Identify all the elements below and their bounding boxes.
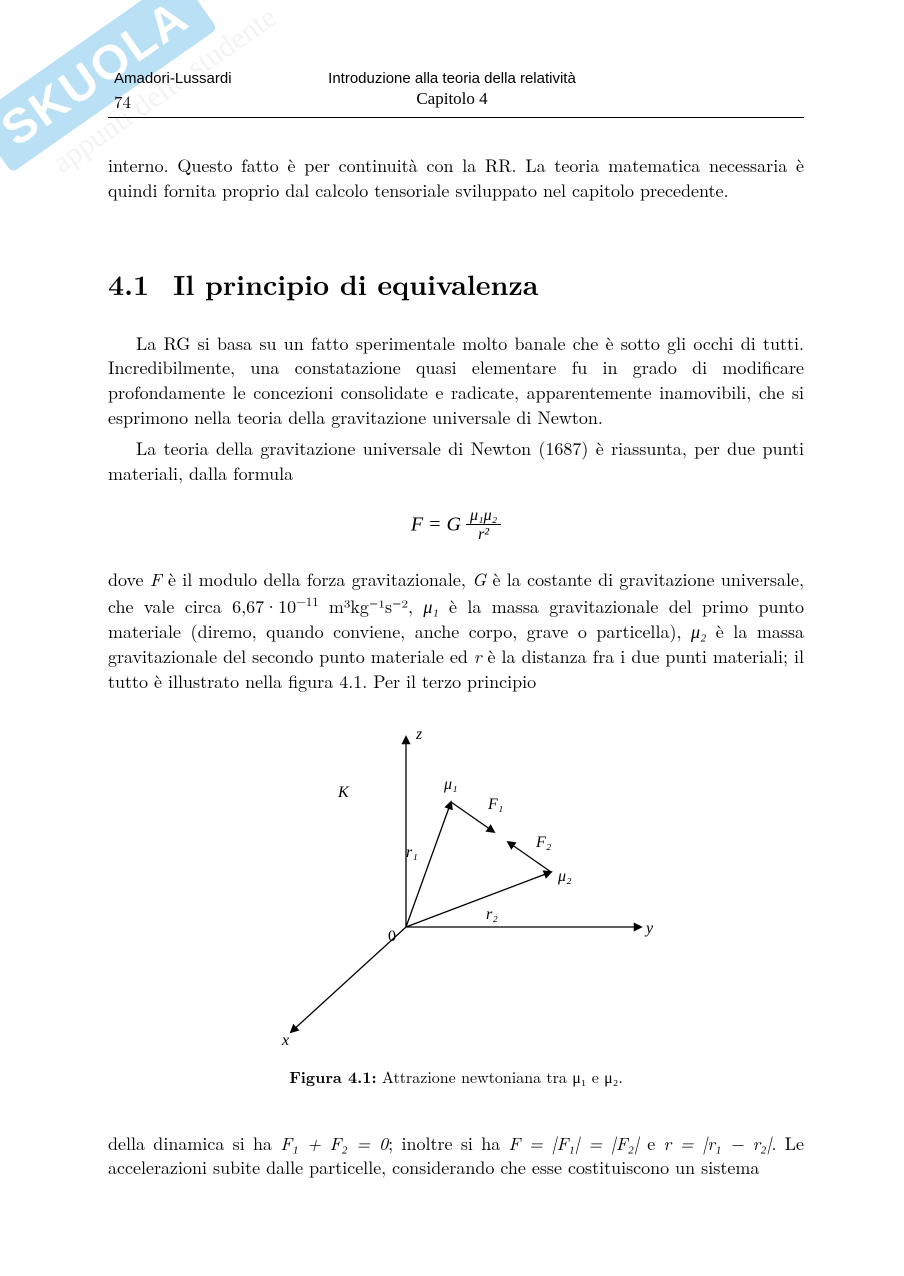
axis-x-label: x	[281, 1032, 289, 1047]
mu2-label: μ₂	[557, 868, 572, 885]
page: Amadori-Lussardi Introduzione alla teori…	[0, 0, 904, 1247]
frame-K-label: K	[337, 784, 350, 801]
figure-caption-text: Attrazione newtoniana tra μ₁ e μ₂.	[377, 1065, 623, 1088]
section-title: Il principio di equivalenza	[173, 264, 538, 304]
section-number: 4.1	[108, 264, 149, 304]
running-header-2: 74 Capitolo 4	[108, 89, 804, 118]
formula-numerator: μ₁μ₂	[466, 507, 501, 526]
figure-caption: Figura 4.1: Attrazione newtoniana tra μ₁…	[108, 1065, 804, 1088]
paragraph-3: dove F è il modulo della forza gravitazi…	[108, 568, 804, 694]
formula-fraction: μ₁μ₂ r²	[466, 507, 501, 545]
r1-label: r₁	[406, 844, 418, 861]
figure-svg: z y x K 0 μ₁ F₁ r₁ μ₂ F₂ r₂	[246, 717, 666, 1047]
chapter-label: Capitolo 4	[0, 89, 904, 109]
F1-label: F₁	[487, 796, 503, 813]
header-center: Introduzione alla teoria della relativit…	[0, 70, 904, 87]
figure-caption-label: Figura 4.1:	[289, 1065, 376, 1088]
paragraph-1: La RG si basa su un fatto sperimentale m…	[108, 332, 804, 431]
axis-y-label: y	[644, 920, 654, 937]
equation-newton: F = G μ₁μ₂ r²	[108, 507, 804, 545]
mu1-label: μ₁	[443, 776, 458, 793]
section-heading: 4.1 Il principio di equivalenza	[108, 264, 804, 304]
running-header-1: Amadori-Lussardi Introduzione alla teori…	[108, 70, 804, 89]
figure-4-1: z y x K 0 μ₁ F₁ r₁ μ₂ F₂ r₂	[216, 717, 696, 1047]
origin-label: 0	[388, 928, 396, 945]
r2-label: r₂	[486, 906, 498, 923]
axis-z-label: z	[415, 726, 423, 743]
F2-label: F₂	[535, 834, 552, 851]
formula-denominator: r²	[466, 525, 501, 544]
paragraph-4: della dinamica si ha F₁ + F₂ = 0; inoltr…	[108, 1132, 804, 1182]
formula-lhs: F = G	[411, 513, 461, 535]
intro-trailing-paragraph: interno. Questo fatto è per continuità c…	[108, 154, 804, 204]
paragraph-2: La teoria della gravitazione universale …	[108, 437, 804, 487]
